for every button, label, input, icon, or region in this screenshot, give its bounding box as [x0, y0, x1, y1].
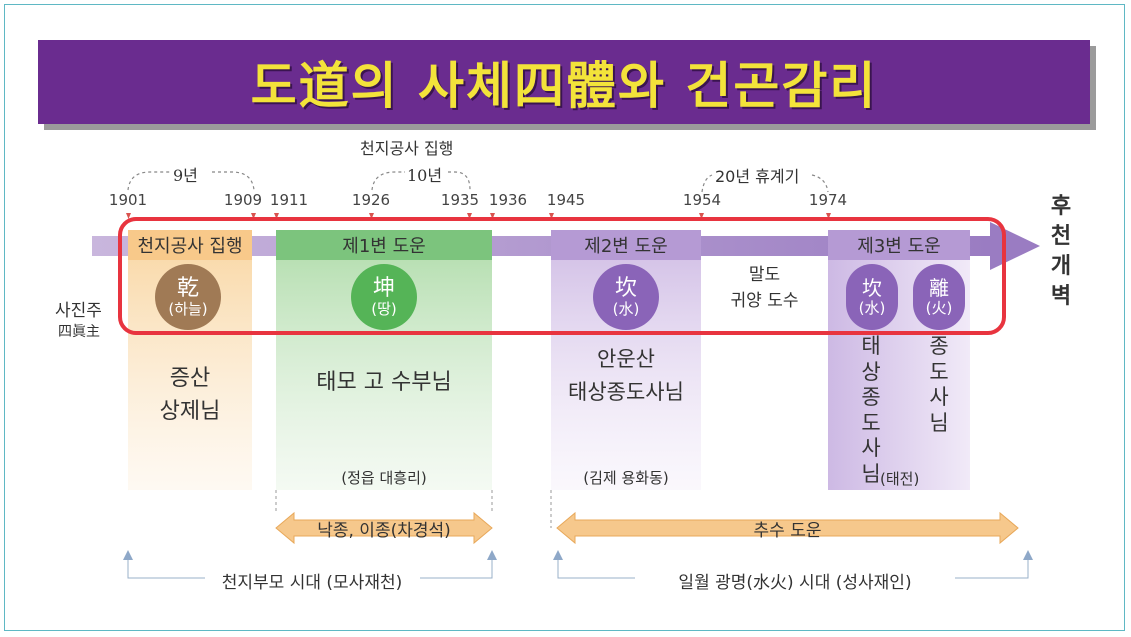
era-right-label: 일월 광명(水火) 시대 (성사재인) [678, 573, 912, 593]
band-left-label: 낙종, 이종(차경석) [317, 520, 451, 541]
person-line-1: 안운산 [597, 347, 655, 371]
span-brackets [127, 171, 829, 193]
column-5-person-2: 종도사님 [929, 334, 949, 435]
kan-circle-2: 坎 (水) [846, 264, 898, 330]
band-left [275, 511, 493, 545]
kan2-sub: (水) [858, 298, 886, 317]
end-label: 후천개벽 [1050, 194, 1072, 309]
year-1901: 1901 [108, 191, 148, 209]
year-1945: 1945 [546, 191, 586, 209]
li-circle: 離 (火) [913, 264, 965, 330]
mal-do-label: 말도 [748, 265, 781, 285]
column-5-place: (태전) [880, 470, 920, 488]
highlight-box [118, 217, 1006, 335]
column-header-fill-1 [128, 230, 252, 260]
era-arrowheads [123, 550, 1033, 560]
page-frame [4, 4, 1125, 631]
person-line-2: 상제님 [159, 399, 221, 424]
kun-sub: (땅) [371, 300, 397, 319]
year-1974: 1974 [808, 191, 848, 209]
year-1909: 1909 [223, 191, 263, 209]
column-5-header: 제3변 도운 [857, 236, 941, 257]
li-hanja: 離 [929, 275, 949, 300]
span-9-years: 9년 [173, 166, 198, 185]
year-1935: 1935 [440, 191, 480, 209]
left-label-korean: 사진주 [55, 301, 102, 321]
column-header-fill-5 [828, 230, 970, 260]
span-20-years: 20년 휴계기 [715, 167, 800, 186]
column-5-person-1: 태상종도사님 [861, 334, 881, 486]
year-1954: 1954 [682, 191, 722, 209]
year-1936: 1936 [488, 191, 528, 209]
year-1926: 1926 [351, 191, 391, 209]
page-title: 도道의 사체四體와 건곤감리 [250, 57, 878, 115]
person-line-2: 태상종도사님 [568, 380, 684, 404]
year-1911: 1911 [269, 191, 309, 209]
column-header-fill-2 [276, 230, 492, 260]
kan-sub: (水) [612, 300, 640, 319]
qian-circle: 乾 (하늘) [155, 264, 221, 330]
column-1-header: 천지공사 집행 [137, 236, 243, 257]
band-right [556, 511, 1019, 545]
kun-hanja: 坤 [372, 275, 395, 301]
year-ticks [126, 213, 831, 219]
band-right-label: 추수 도운 [753, 520, 822, 541]
kan-circle: 坎 (水) [593, 264, 659, 330]
li-sub: (火) [925, 298, 953, 317]
person-line-1: 증산 [169, 366, 211, 391]
column-header-fill-3 [551, 230, 701, 260]
column-2-person: 태모 고 수부님 [316, 370, 452, 395]
column-2-place: (정읍 대흥리) [341, 469, 427, 487]
span-10-years: 10년 [407, 166, 443, 185]
exile-label: 귀양 도수 [730, 291, 799, 311]
qian-sub: (하늘) [168, 300, 208, 319]
kan2-hanja: 坎 [862, 275, 882, 300]
column-3-header: 제2변 도운 [584, 236, 668, 257]
column-2-header: 제1변 도운 [342, 236, 426, 257]
column-4-text: 말도 귀양 도수 [701, 262, 828, 314]
column-3-place: (김제 용화동) [583, 469, 669, 487]
left-label-hanja: 四眞主 [58, 324, 100, 340]
column-3-person: 안운산 태상종도사님 [551, 343, 701, 409]
era-left-label: 천지부모 시대 (모사재천) [221, 573, 403, 593]
kun-circle: 坤 (땅) [351, 264, 417, 330]
guide-lines [275, 490, 552, 528]
era-brackets [127, 560, 1029, 579]
qian-hanja: 乾 [176, 275, 199, 301]
column-1-person: 증산 상제님 [128, 362, 252, 428]
title-banner: 도道의 사체四體와 건곤감리 [38, 40, 1090, 124]
kan-hanja: 坎 [614, 275, 637, 301]
span-top-label: 천지공사 집행 [360, 139, 454, 158]
